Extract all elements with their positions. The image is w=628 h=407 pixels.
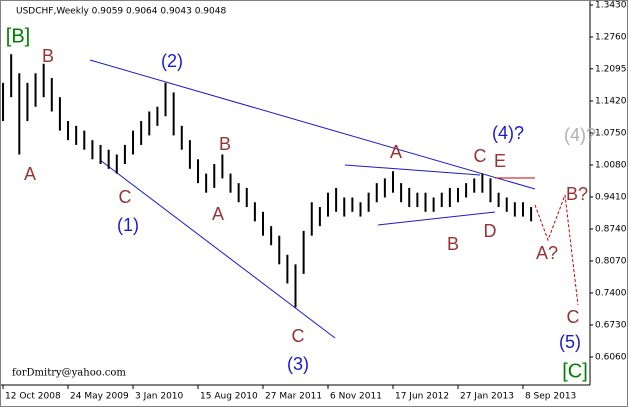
wave-label: C: [567, 307, 580, 327]
y-tick-label: 1.2095: [595, 64, 627, 74]
x-tick-label: 12 Oct 2008: [5, 392, 61, 402]
x-tick-label: 17 Jun 2012: [395, 392, 449, 402]
wave-label: (5): [559, 332, 581, 352]
x-tick-label: 15 Aug 2010: [200, 392, 258, 402]
trendline: [344, 164, 481, 176]
wave-label: (4)?: [564, 125, 596, 145]
trendline: [377, 211, 496, 226]
y-tick-label: 1.3430: [595, 1, 627, 11]
trendlines: [89, 59, 579, 339]
x-tick-label: 27 Jan 2013: [460, 392, 514, 402]
y-tick-label: 0.8070: [595, 257, 627, 267]
x-tick-label: 27 Mar 2011: [265, 392, 322, 402]
wave-label: A?: [536, 243, 558, 263]
y-tick-label: 1.1420: [595, 97, 627, 107]
y-tick-label: 0.8740: [595, 225, 627, 235]
wave-label: [B]: [6, 25, 30, 47]
x-tick-label: 3 Jan 2010: [135, 392, 183, 402]
wave-label: C: [474, 146, 487, 166]
y-tick-label: 1.0750: [595, 129, 627, 139]
y-tick-label: 1.0080: [595, 161, 627, 171]
wave-label: (1): [117, 215, 139, 235]
wave-label: B: [447, 234, 459, 254]
wave-label: E: [494, 151, 506, 171]
trendline: [99, 159, 336, 339]
wave-label: B: [219, 134, 231, 154]
wave-label: A: [212, 204, 224, 224]
y-tick-label: 0.7400: [595, 289, 627, 299]
wave-label: C: [292, 326, 305, 346]
x-tick-label: 8 Sep 2013: [525, 392, 576, 402]
wave-label: A: [390, 142, 402, 162]
wave-label: (4)?: [492, 123, 524, 143]
wave-label: (2): [161, 51, 183, 71]
wave-label: B: [42, 46, 54, 66]
footer: forDmitry@yahoo.com: [12, 368, 126, 379]
wave-label: [C]: [562, 360, 588, 382]
wave-label: A: [24, 164, 36, 184]
wave-label: C: [119, 187, 132, 207]
wave-label: (3): [287, 354, 309, 374]
x-tick-label: 24 May 2009: [70, 392, 129, 402]
wave-label: B?: [566, 184, 588, 204]
y-tick-label: 0.6730: [595, 321, 627, 331]
y-tick-label: 1.2760: [595, 33, 627, 43]
wave-label: D: [484, 221, 497, 241]
trendline: [89, 59, 536, 190]
chart-title: USDCHF,Weekly 0.9059 0.9064 0.9043 0.904…: [16, 7, 226, 17]
y-tick-label: 0.9410: [595, 193, 627, 203]
projection: [534, 194, 579, 306]
y-tick-label: 0.6060: [595, 353, 627, 363]
x-tick-label: 6 Nov 2011: [330, 392, 382, 402]
